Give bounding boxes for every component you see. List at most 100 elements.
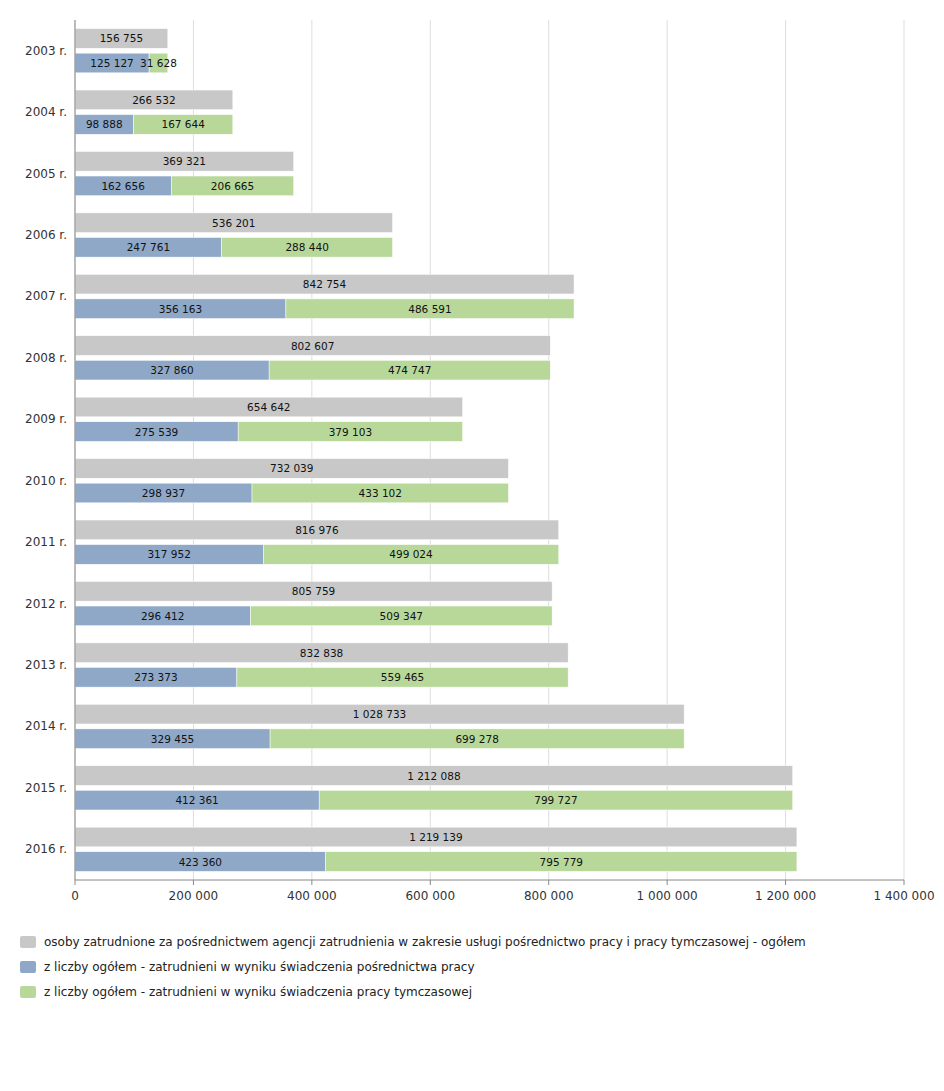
data-label: 805 759 — [292, 585, 335, 597]
grid-line — [904, 20, 905, 880]
category-label: 2006 r. — [25, 228, 67, 242]
tick-mark — [430, 880, 431, 885]
data-label: 799 727 — [534, 794, 577, 806]
bar — [237, 667, 568, 687]
tick-label: 1 400 000 — [873, 889, 934, 903]
data-label: 423 360 — [179, 856, 222, 868]
tick-label: 600 000 — [405, 889, 455, 903]
data-label: 125 127 — [90, 57, 133, 69]
bar — [171, 176, 293, 196]
data-label: 486 591 — [408, 303, 451, 315]
bar — [319, 790, 793, 810]
tick-mark — [548, 880, 549, 885]
data-label: 296 412 — [141, 610, 184, 622]
grid-line — [667, 20, 668, 880]
data-label: 317 952 — [147, 548, 190, 560]
category-label: 2013 r. — [25, 658, 67, 672]
data-label: 167 644 — [161, 118, 205, 130]
bar — [75, 643, 568, 663]
bar — [75, 53, 149, 73]
data-label: 654 642 — [247, 401, 290, 413]
y-ticks: 2003 r.2004 r.2005 r.2006 r.2007 r.2008 … — [25, 44, 67, 857]
bar — [286, 299, 574, 319]
bar — [75, 213, 393, 233]
data-label: 98 888 — [86, 118, 123, 130]
data-label: 842 754 — [303, 278, 347, 290]
category-label: 2009 r. — [25, 412, 67, 426]
tick-mark — [311, 880, 312, 885]
bar — [75, 852, 326, 872]
bar — [134, 115, 233, 135]
bar — [75, 422, 238, 442]
category-label: 2004 r. — [25, 105, 67, 119]
bar — [75, 606, 251, 626]
data-label: 732 039 — [270, 462, 313, 474]
legend: osoby zatrudnione za pośrednictwem agenc… — [20, 935, 920, 1010]
bar — [75, 704, 684, 724]
bar — [75, 790, 319, 810]
data-label: 559 465 — [381, 671, 424, 683]
legend-swatch — [20, 961, 36, 973]
bar — [252, 483, 508, 503]
data-label: 499 024 — [389, 548, 433, 560]
bar — [75, 459, 508, 479]
bar — [251, 606, 553, 626]
legend-item: z liczby ogółem - zatrudnieni w wyniku ś… — [20, 960, 920, 975]
legend-swatch — [20, 936, 36, 948]
category-label: 2010 r. — [25, 474, 67, 488]
data-label: 536 201 — [212, 217, 255, 229]
bar — [75, 90, 233, 110]
category-label: 2014 r. — [25, 719, 67, 733]
bar — [75, 483, 252, 503]
bar — [75, 274, 574, 294]
legend-label: osoby zatrudnione za pośrednictwem agenc… — [44, 935, 920, 950]
data-label: 1 028 733 — [353, 708, 406, 720]
bar — [270, 729, 684, 749]
category-label: 2016 r. — [25, 842, 67, 856]
bar — [238, 422, 462, 442]
tick-mark — [667, 880, 668, 885]
grid-line — [193, 20, 194, 880]
tick-mark — [193, 880, 194, 885]
grid-line — [311, 20, 312, 880]
category-label: 2007 r. — [25, 289, 67, 303]
tick-label: 1 200 000 — [755, 889, 816, 903]
grid-line — [75, 20, 76, 880]
data-label: 1 212 088 — [407, 770, 460, 782]
category-label: 2005 r. — [25, 167, 67, 181]
data-label: 802 607 — [291, 340, 334, 352]
x-axis-line — [75, 880, 904, 881]
legend-item: z liczby ogółem - zatrudnieni w wyniku ś… — [20, 985, 920, 1000]
legend-swatch — [20, 986, 36, 998]
tick-mark — [785, 880, 786, 885]
bar — [75, 581, 552, 601]
bar — [326, 852, 797, 872]
bar — [75, 29, 168, 49]
category-label: 2012 r. — [25, 597, 67, 611]
grid-line — [548, 20, 549, 880]
bar — [75, 545, 263, 565]
tick-mark — [75, 880, 76, 885]
bar — [263, 545, 558, 565]
bar — [75, 237, 222, 257]
data-label: 356 163 — [159, 303, 202, 315]
bar — [75, 827, 797, 847]
tick-label: 0 — [71, 889, 79, 903]
legend-label: z liczby ogółem - zatrudnieni w wyniku ś… — [44, 960, 920, 975]
chart: 0200 000400 000600 000800 0001 000 0001 … — [0, 0, 944, 1091]
data-label: 298 937 — [142, 487, 185, 499]
bars — [75, 29, 797, 872]
data-label: 1 219 139 — [409, 831, 462, 843]
data-label: 31 628 — [140, 57, 177, 69]
y-axis-line — [75, 20, 76, 880]
category-label: 2011 r. — [25, 535, 67, 549]
bar — [75, 520, 559, 540]
bar — [75, 360, 269, 380]
bar — [75, 397, 463, 417]
data-labels: 156 755125 12731 628266 53298 888167 644… — [86, 32, 583, 867]
category-label: 2015 r. — [25, 781, 67, 795]
bar — [75, 115, 134, 135]
grid-line — [785, 20, 786, 880]
category-label: 2003 r. — [25, 44, 67, 58]
data-label: 699 278 — [455, 733, 498, 745]
